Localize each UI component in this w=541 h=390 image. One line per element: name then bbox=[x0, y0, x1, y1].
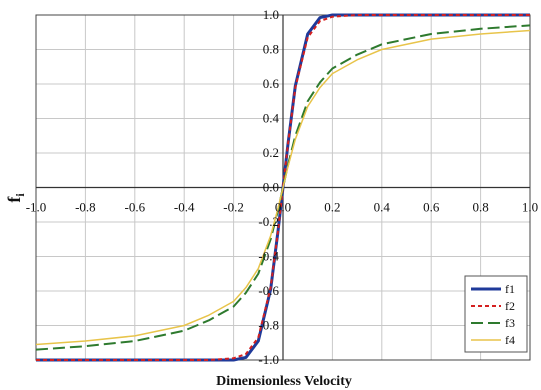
y-tick-label: 0.4 bbox=[263, 111, 280, 126]
legend: f1 f2 f3 f4 bbox=[464, 275, 528, 353]
x-axis-label: Dimensionless Velocity bbox=[216, 374, 352, 389]
x-tick-label: 0.2 bbox=[324, 200, 340, 215]
y-tick-label: -0.2 bbox=[258, 214, 279, 229]
series-line-f2 bbox=[36, 14, 530, 361]
y-tick-label: -0.4 bbox=[258, 249, 279, 264]
y-tick-label: -0.6 bbox=[258, 283, 279, 298]
y-tick-label: 0.2 bbox=[263, 145, 279, 160]
tick-labels: -1.0 -0.8 -0.6 -0.4 -0.2 0.0 0.2 0.4 0.6 0.8 1.0-1… bbox=[26, 7, 538, 367]
x-tick-label: -0.4 bbox=[174, 200, 195, 215]
x-tick-label: -0.6 bbox=[125, 200, 146, 215]
legend-label-f4: f4 bbox=[505, 333, 515, 347]
legend-label-f1: f1 bbox=[505, 282, 515, 296]
x-tick-label: 0.6 bbox=[423, 200, 440, 215]
legend-label-f2: f2 bbox=[505, 299, 515, 313]
series-layer bbox=[35, 13, 531, 362]
y-tick-label: -1.0 bbox=[258, 352, 279, 367]
y-tick-label: 0.6 bbox=[263, 76, 280, 91]
series-line-f4 bbox=[35, 29, 531, 346]
x-tick-label: -0.2 bbox=[223, 200, 244, 215]
x-tick-label: 0.0 bbox=[275, 200, 291, 215]
y-axis-label: fi bbox=[4, 193, 27, 203]
y-axis-label-main: f bbox=[4, 196, 24, 203]
y-tick-label: 0.0 bbox=[263, 180, 279, 195]
x-tick-label: -1.0 bbox=[26, 200, 47, 215]
y-tick-label: 1.0 bbox=[263, 7, 279, 22]
x-tick-label: 1.0 bbox=[522, 200, 538, 215]
y-tick-label: 0.8 bbox=[263, 42, 279, 57]
x-tick-label: 0.8 bbox=[472, 200, 488, 215]
legend-label-f3: f3 bbox=[505, 316, 515, 330]
y-axis-label-subscript: i bbox=[13, 193, 27, 197]
series-line-f3 bbox=[35, 24, 531, 351]
x-tick-label: -0.8 bbox=[75, 200, 96, 215]
y-tick-label: -0.8 bbox=[258, 318, 279, 333]
x-tick-label: 0.4 bbox=[374, 200, 391, 215]
